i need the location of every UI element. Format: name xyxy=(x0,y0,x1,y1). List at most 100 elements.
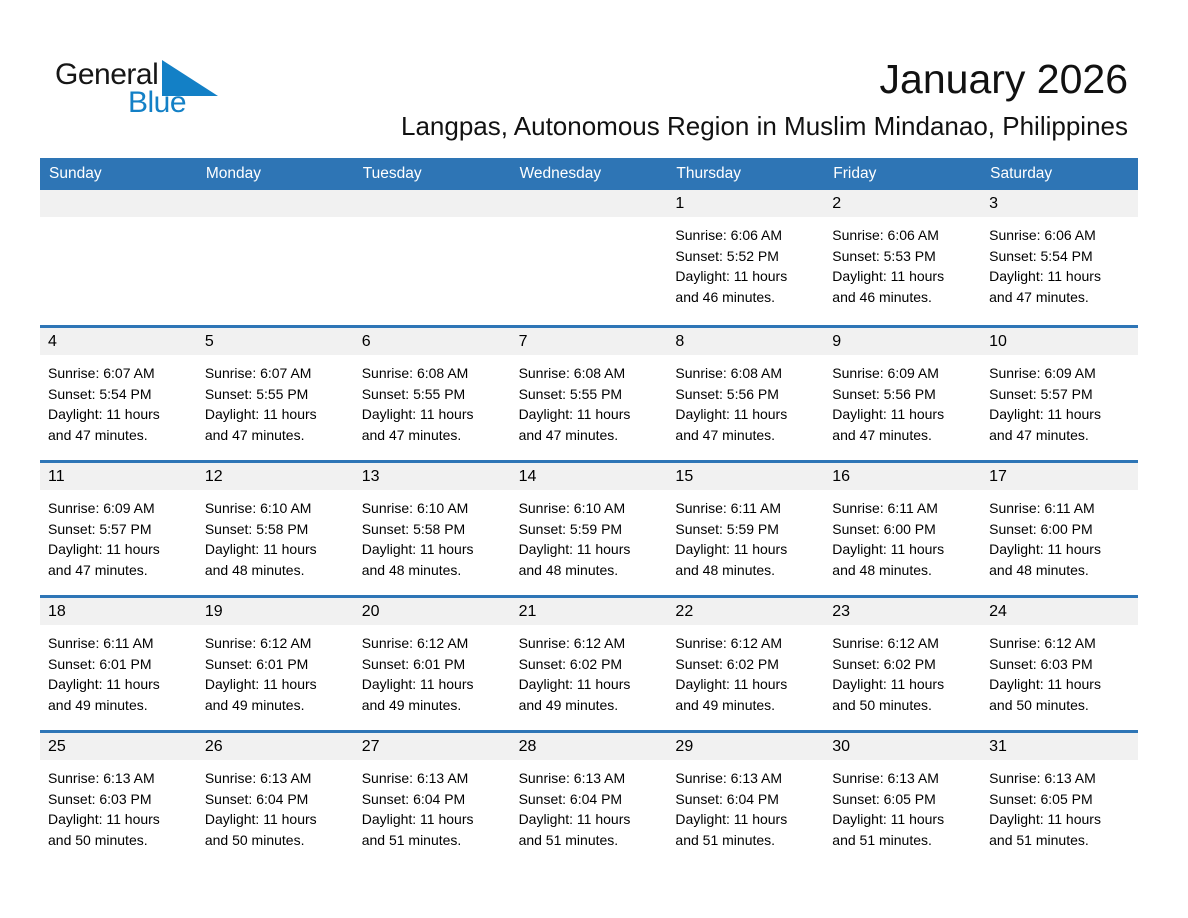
sunset-text: Sunset: 6:02 PM xyxy=(832,655,936,672)
day-cell-19: 19 Sunrise: 6:12 AM Sunset: 6:01 PM Dayligh… xyxy=(196,598,354,730)
day-details: Sunrise: 6:06 AM Sunset: 5:53 PM Daylight:… xyxy=(824,217,981,307)
sunrise-text: Sunrise: 6:13 AM xyxy=(832,770,939,786)
day-cell-18: 18 Sunrise: 6:11 AM Sunset: 6:01 PM Dayligh… xyxy=(40,598,197,730)
sunset-text: Sunset: 5:55 PM xyxy=(204,385,309,402)
sunrise-text: Sunrise: 6:12 AM xyxy=(518,635,626,651)
day-details: Sunrise: 6:12 AM Sunset: 6:02 PM Daylight:… xyxy=(511,625,668,715)
sunrise-text: Sunrise: 6:12 AM xyxy=(675,635,783,651)
day-number-band: 24 xyxy=(981,598,1138,625)
weekday-header-friday: Friday xyxy=(833,165,877,182)
day-number-band: 19 xyxy=(196,598,354,625)
day-cell-16: 16 Sunrise: 6:11 AM Sunset: 6:00 PM Dayligh… xyxy=(824,463,982,595)
sunrise-text: Sunrise: 6:09 AM xyxy=(832,365,939,381)
sunrise-text: Sunrise: 6:09 AM xyxy=(989,365,1096,381)
day-number-band: 13 xyxy=(353,463,511,490)
day-cell-7: 7 Sunrise: 6:08 AM Sunset: 5:55 PM Daylight… xyxy=(510,328,668,460)
day-cell-13: 13 Sunrise: 6:10 AM Sunset: 5:58 PM Dayligh… xyxy=(353,463,511,595)
day-number: 27 xyxy=(361,737,380,755)
day-number-band: 21 xyxy=(510,598,668,625)
day-number: 20 xyxy=(361,602,380,620)
day-cell-29: 29 Sunrise: 6:13 AM Sunset: 6:04 PM Dayligh… xyxy=(667,733,825,865)
sunset-text: Sunset: 5:58 PM xyxy=(361,520,466,537)
day-number: 18 xyxy=(48,602,66,620)
day-cell-28: 28 Sunrise: 6:13 AM Sunset: 6:04 PM Dayligh… xyxy=(510,733,668,865)
sunrise-text: Sunrise: 6:11 AM xyxy=(832,500,938,516)
daylight-text: Daylight: 11 hours and 48 minutes. xyxy=(204,541,317,578)
weekday-header-row: Sunday Monday Tuesday Wednesday Thursday Frid… xyxy=(40,158,1138,190)
daylight-text: Daylight: 11 hours and 50 minutes. xyxy=(48,811,160,848)
daylight-text: Daylight: 11 hours and 50 minutes. xyxy=(989,676,1101,713)
day-number-band: 9 xyxy=(824,328,982,355)
sunset-text: Sunset: 5:58 PM xyxy=(204,520,309,537)
sunrise-text: Sunrise: 6:10 AM xyxy=(204,500,312,516)
day-number: 25 xyxy=(48,737,66,755)
day-number: 12 xyxy=(204,467,223,485)
day-number-band: 5 xyxy=(196,328,354,355)
week-row-3: 11 Sunrise: 6:09 AM Sunset: 5:57 PM Dayligh… xyxy=(40,460,1138,595)
sunrise-text: Sunrise: 6:10 AM xyxy=(518,500,626,516)
daylight-text: Daylight: 11 hours and 48 minutes. xyxy=(675,541,788,578)
empty-day-cell xyxy=(196,190,354,325)
sunrise-text: Sunrise: 6:08 AM xyxy=(361,365,469,381)
day-number: 31 xyxy=(989,737,1007,755)
day-number: 9 xyxy=(832,332,842,350)
sunrise-text: Sunrise: 6:07 AM xyxy=(48,365,155,381)
sunrise-text: Sunrise: 6:12 AM xyxy=(361,635,469,651)
daylight-text: Daylight: 11 hours and 47 minutes. xyxy=(989,406,1101,443)
day-number-band: 28 xyxy=(510,733,668,760)
sunset-text: Sunset: 5:52 PM xyxy=(675,247,779,264)
daylight-text: Daylight: 11 hours and 47 minutes. xyxy=(832,406,945,443)
sunrise-text: Sunrise: 6:11 AM xyxy=(48,635,154,651)
sunrise-text: Sunrise: 6:12 AM xyxy=(204,635,312,651)
day-number: 14 xyxy=(518,467,537,485)
day-details: Sunrise: 6:08 AM Sunset: 5:55 PM Daylight:… xyxy=(511,355,668,445)
sunset-text: Sunset: 5:59 PM xyxy=(675,520,779,537)
day-number-band xyxy=(196,190,354,217)
day-number: 6 xyxy=(361,332,371,350)
sunset-text: Sunset: 6:04 PM xyxy=(518,790,623,807)
weekday-header-thursday: Thursday xyxy=(676,165,742,182)
day-details: Sunrise: 6:11 AM Sunset: 6:01 PM Daylight:… xyxy=(40,625,197,715)
day-number: 29 xyxy=(675,737,694,755)
day-number-band: 14 xyxy=(510,463,668,490)
day-cell-31: 31 Sunrise: 6:13 AM Sunset: 6:05 PM Dayligh… xyxy=(981,733,1138,865)
day-number-band: 26 xyxy=(196,733,354,760)
daylight-text: Daylight: 11 hours and 47 minutes. xyxy=(675,406,788,443)
day-number: 24 xyxy=(989,602,1007,620)
day-cell-11: 11 Sunrise: 6:09 AM Sunset: 5:57 PM Dayligh… xyxy=(40,463,197,595)
day-details: Sunrise: 6:07 AM Sunset: 5:55 PM Daylight:… xyxy=(197,355,354,445)
sunrise-text: Sunrise: 6:12 AM xyxy=(989,635,1096,651)
day-cell-9: 9 Sunrise: 6:09 AM Sunset: 5:56 PM Daylight… xyxy=(824,328,982,460)
day-number-band: 29 xyxy=(667,733,825,760)
day-number-band: 3 xyxy=(981,190,1138,217)
sunrise-text: Sunrise: 6:13 AM xyxy=(361,770,469,786)
sunrise-text: Sunrise: 6:08 AM xyxy=(518,365,626,381)
sunset-text: Sunset: 6:04 PM xyxy=(361,790,466,807)
day-details: Sunrise: 6:06 AM Sunset: 5:52 PM Daylight:… xyxy=(667,217,824,307)
sunrise-text: Sunrise: 6:10 AM xyxy=(361,500,469,516)
sunset-text: Sunset: 6:04 PM xyxy=(204,790,309,807)
sunset-text: Sunset: 5:57 PM xyxy=(989,385,1093,402)
daylight-text: Daylight: 11 hours and 51 minutes. xyxy=(989,811,1101,848)
weekday-header-saturday: Saturday xyxy=(990,165,1053,182)
day-number: 11 xyxy=(48,467,65,485)
sunrise-text: Sunrise: 6:13 AM xyxy=(989,770,1096,786)
day-cell-6: 6 Sunrise: 6:08 AM Sunset: 5:55 PM Daylight… xyxy=(353,328,511,460)
logo-text-blue: Blue xyxy=(128,86,187,119)
calendar-grid: Sunday Monday Tuesday Wednesday Thursday Frid… xyxy=(40,158,1138,865)
day-details: Sunrise: 6:08 AM Sunset: 5:55 PM Daylight:… xyxy=(354,355,511,445)
day-cell-14: 14 Sunrise: 6:10 AM Sunset: 5:59 PM Dayligh… xyxy=(510,463,668,595)
weekday-header-tuesday: Tuesday xyxy=(362,165,422,182)
daylight-text: Daylight: 11 hours and 47 minutes. xyxy=(518,406,631,443)
day-number-band: 10 xyxy=(981,328,1138,355)
day-details: Sunrise: 6:12 AM Sunset: 6:02 PM Daylight:… xyxy=(667,625,824,715)
week-row-1: 1 Sunrise: 6:06 AM Sunset: 5:52 PM Daylight… xyxy=(40,190,1138,325)
day-number: 3 xyxy=(989,194,999,212)
day-cell-25: 25 Sunrise: 6:13 AM Sunset: 6:03 PM Dayligh… xyxy=(40,733,197,865)
day-details: Sunrise: 6:13 AM Sunset: 6:04 PM Daylight:… xyxy=(667,760,824,850)
sunset-text: Sunset: 6:01 PM xyxy=(361,655,466,672)
day-number-band: 31 xyxy=(981,733,1138,760)
sunrise-text: Sunrise: 6:11 AM xyxy=(675,500,781,516)
sunset-text: Sunset: 6:02 PM xyxy=(675,655,779,672)
day-details: Sunrise: 6:10 AM Sunset: 5:59 PM Daylight:… xyxy=(511,490,668,580)
